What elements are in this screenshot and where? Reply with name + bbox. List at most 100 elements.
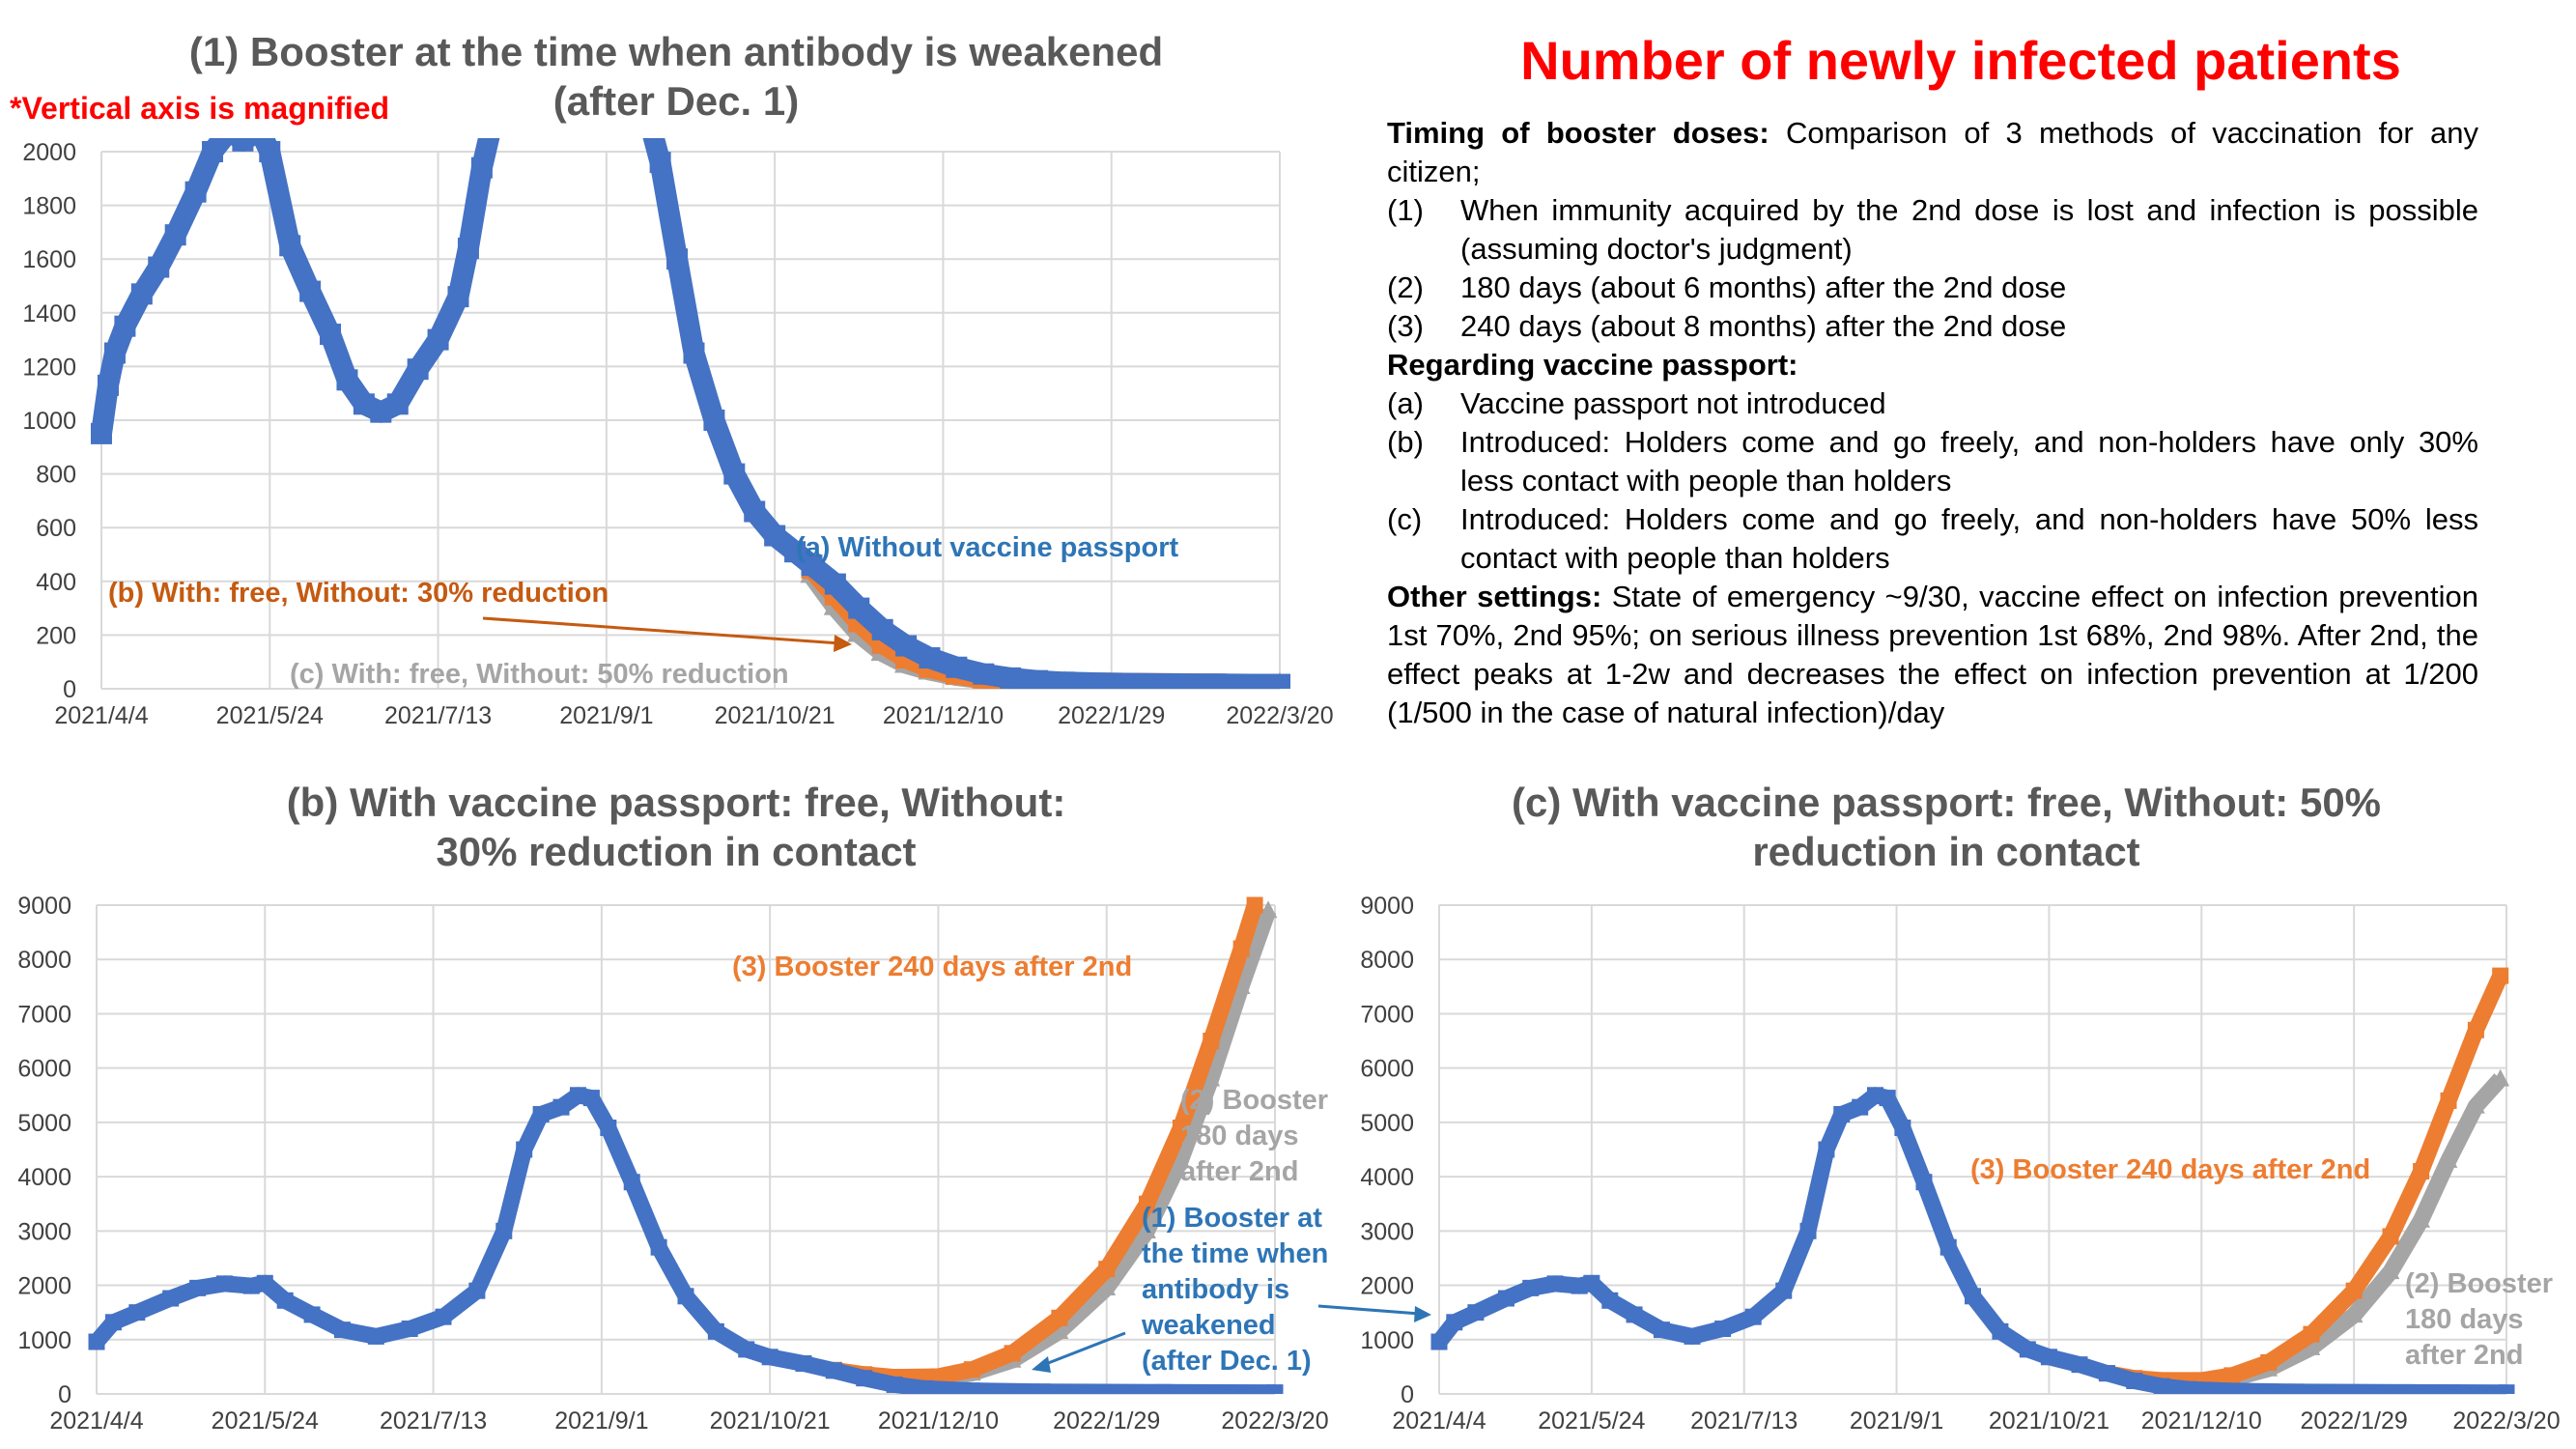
- data-point: [128, 1304, 146, 1321]
- data-point: [333, 1321, 351, 1339]
- data-point: [623, 1174, 640, 1191]
- data-point: [2193, 1372, 2210, 1389]
- panel3-title-line2: reduction in contact: [1752, 829, 2140, 874]
- data-point: [1231, 977, 1251, 994]
- data-point: [552, 1098, 570, 1116]
- label-booster-weakened-p2: (1) Booster at: [1142, 1203, 1322, 1234]
- passport-item-label: (b): [1387, 425, 1424, 459]
- series-group: [91, 138, 1290, 689]
- y-tick-label: 6000: [1360, 1056, 1414, 1083]
- data-point: [1714, 1321, 1732, 1338]
- data-point: [800, 560, 824, 583]
- x-tick-label: 2022/3/20: [1226, 702, 1333, 729]
- data-point: [1799, 1222, 1817, 1239]
- y-tick-label: 3000: [1360, 1218, 1414, 1245]
- data-point: [457, 238, 479, 260]
- arrow-p2-head: [1032, 1356, 1051, 1373]
- data-point: [2126, 1373, 2143, 1390]
- data-point: [823, 592, 847, 615]
- passport-item: (a) Vaccine passport not introduced: [1387, 384, 2478, 423]
- data-point: [973, 667, 995, 689]
- data-point: [1155, 1383, 1173, 1394]
- x-tick-label: 2021/4/4: [54, 702, 148, 729]
- vertical-axis-note: *Vertical axis is magnified: [10, 91, 390, 126]
- data-point: [1259, 900, 1278, 919]
- x-tick-label: 2022/1/29: [2301, 1407, 2408, 1435]
- passport-item-label: (a): [1387, 386, 1424, 420]
- data-point: [2260, 1353, 2278, 1371]
- data-point: [761, 1349, 778, 1366]
- data-point: [1000, 667, 1022, 689]
- chart-3: 0 1000 2000 3000 4000 5000 6000 7000 8000 9000 202…: [1360, 893, 2560, 1435]
- data-point: [895, 647, 918, 669]
- data-point: [1571, 1277, 1588, 1294]
- data-point: [666, 248, 689, 270]
- label-booster-weakened-p2: antibody is: [1142, 1274, 1289, 1305]
- label-c-50-reduction: (c) With: free, Without: 50% reduction: [290, 659, 789, 690]
- data-point: [202, 141, 224, 162]
- data-point: [919, 647, 941, 669]
- data-point: [148, 256, 170, 278]
- data-point: [946, 663, 968, 685]
- x-tick-label: 2021/5/24: [1538, 1407, 1645, 1435]
- panel2-title: (b) With vaccine passport: free, Without…: [116, 778, 1236, 876]
- data-point: [91, 422, 112, 444]
- data-point: [1546, 1275, 1564, 1293]
- data-point: [855, 1365, 874, 1383]
- y-tick-label: 8000: [1360, 947, 1414, 974]
- x-tick-label: 2021/9/1: [554, 1407, 648, 1435]
- data-point: [2040, 1349, 2057, 1366]
- data-point: [885, 1369, 904, 1386]
- data-point: [1003, 1350, 1022, 1368]
- data-point: [353, 393, 375, 415]
- x-tick-label: 2021/10/21: [1989, 1407, 2109, 1435]
- data-point: [1100, 672, 1122, 689]
- x-tick-label: 2021/12/10: [878, 1407, 999, 1435]
- data-point: [370, 401, 392, 423]
- y-tick-label: 7000: [17, 1001, 71, 1028]
- arrow-p3-head: [1414, 1306, 1431, 1322]
- x-tick-label: 2022/3/20: [1221, 1407, 1328, 1435]
- data-point: [963, 1361, 980, 1378]
- data-point: [1744, 1308, 1762, 1325]
- arrow-b-line: [482, 616, 841, 645]
- panel1-title-line2: (after Dec. 1): [552, 78, 800, 124]
- panel1-title-line1: (1) Booster at the time when antibody is…: [188, 29, 1164, 74]
- data-point: [1139, 1195, 1156, 1212]
- x-tick-label: 2022/1/29: [1058, 702, 1165, 729]
- y-tick-label: 1400: [22, 300, 76, 327]
- data-point: [447, 286, 469, 308]
- series-group: [88, 896, 1284, 1394]
- data-point: [784, 541, 807, 563]
- y-tick-label: 600: [36, 515, 76, 542]
- panel2-title-line2: 30% reduction in contact: [436, 829, 917, 874]
- data-point: [88, 1333, 105, 1350]
- data-point: [532, 1105, 550, 1122]
- data-point: [1138, 1221, 1156, 1238]
- data-point: [427, 328, 449, 351]
- data-point: [1051, 1309, 1068, 1326]
- data-point: [320, 324, 342, 346]
- timing-item-label: (2): [1387, 270, 1424, 304]
- data-point: [516, 1141, 533, 1158]
- y-tick-label: 1000: [22, 408, 76, 435]
- data-point: [801, 554, 823, 577]
- data-point: [184, 181, 207, 203]
- timing-item-label: (3): [1387, 309, 1424, 343]
- data-point: [1055, 670, 1074, 689]
- label-booster-weakened-p2: the time when: [1142, 1238, 1328, 1269]
- data-point: [1203, 1033, 1220, 1050]
- y-tick-label: 1000: [1360, 1327, 1414, 1354]
- data-point: [649, 152, 671, 174]
- data-point: [1157, 672, 1179, 689]
- data-point: [1271, 671, 1288, 689]
- data-point: [825, 1362, 842, 1379]
- data-point: [435, 1308, 452, 1325]
- chart-2: 0 1000 2000 3000 4000 5000 6000 7000 8000 9000 202…: [17, 893, 1328, 1435]
- label-180-days-p3: after 2nd: [2405, 1340, 2523, 1371]
- data-point: [495, 1222, 513, 1239]
- x-tick-label: 2021/9/1: [1850, 1407, 1943, 1435]
- panel3-title: (c) With vaccine passport: free, Without…: [1381, 778, 2511, 876]
- data-point: [847, 619, 871, 642]
- timing-heading: Timing of booster doses:: [1387, 116, 1769, 150]
